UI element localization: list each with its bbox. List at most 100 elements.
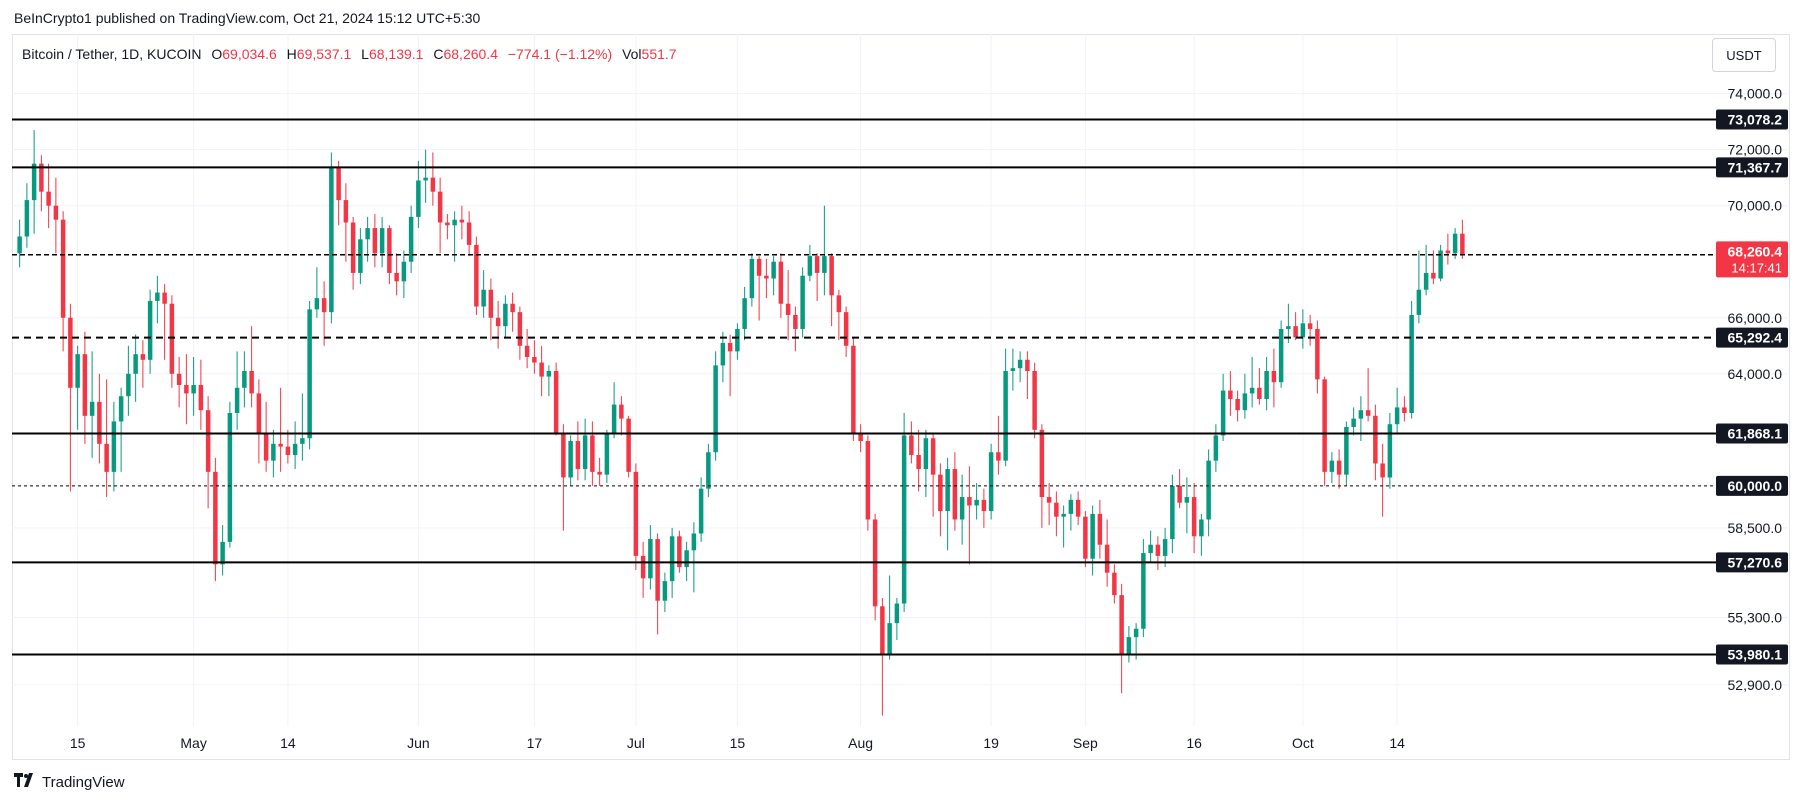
candle — [430, 152, 436, 206]
candle-body — [220, 541, 225, 565]
level-label-text: 73,078.2 — [1728, 111, 1783, 127]
candle — [46, 163, 51, 229]
candle — [39, 155, 44, 212]
candle-body — [597, 471, 602, 475]
candle — [488, 278, 494, 341]
candle-body — [575, 441, 581, 470]
candle-body — [1061, 513, 1066, 517]
candle — [1271, 348, 1277, 408]
candle-body — [981, 499, 987, 512]
candle-body — [401, 261, 407, 282]
candle-body — [1271, 370, 1277, 383]
candle-body — [256, 393, 262, 433]
candle — [220, 525, 225, 576]
level-label-bg — [1716, 552, 1788, 573]
candle — [872, 513, 878, 621]
candle-body — [1177, 485, 1182, 503]
y-tick-label: 55,300.0 — [1728, 610, 1783, 626]
candle-body — [466, 222, 472, 245]
candle-body — [75, 354, 80, 388]
candle-body — [1090, 513, 1095, 559]
last-price-label: 68,260.4 — [1728, 243, 1783, 259]
candle — [648, 525, 653, 590]
candle — [249, 326, 254, 408]
level-label-text: 57,270.6 — [1728, 554, 1783, 570]
candle — [553, 362, 559, 436]
candle-body — [1191, 497, 1197, 537]
candle — [147, 289, 153, 374]
tradingview-logo[interactable]: TradingView — [14, 773, 125, 792]
level-label-bg — [1716, 423, 1788, 444]
candle-body — [988, 452, 994, 512]
candle-body — [865, 441, 871, 520]
candle-body — [1170, 485, 1175, 540]
level-label-text: 53,980.1 — [1728, 647, 1783, 663]
candle-body — [89, 401, 95, 416]
candle-body — [706, 452, 711, 489]
candle-body — [191, 384, 196, 394]
candle-body — [1278, 328, 1284, 383]
candle — [1148, 530, 1153, 562]
candle-body — [118, 396, 124, 422]
candle — [336, 160, 341, 226]
x-tick-label: 14 — [1389, 735, 1405, 751]
y-tick-label: 52,900.0 — [1728, 677, 1783, 693]
candle-body — [901, 435, 907, 604]
candle — [793, 306, 798, 352]
candle-body — [242, 370, 247, 388]
candle — [1010, 348, 1016, 391]
candle — [996, 415, 1001, 475]
candle-body — [800, 275, 805, 329]
candle-body — [568, 441, 573, 478]
candle — [198, 359, 204, 430]
candle — [1387, 413, 1393, 489]
candle — [923, 429, 929, 498]
candle-body — [1235, 399, 1240, 411]
x-tick-label: Aug — [848, 735, 873, 751]
candle — [771, 256, 776, 296]
high-label: H — [286, 46, 297, 62]
candle — [379, 216, 385, 268]
candle — [713, 351, 718, 461]
candle-body — [300, 438, 305, 444]
candle — [662, 572, 668, 612]
candle — [1054, 491, 1059, 537]
currency-button[interactable]: USDT — [1712, 38, 1776, 72]
y-tick-label: 74,000.0 — [1728, 86, 1783, 102]
y-tick-label: 70,000.0 — [1728, 198, 1783, 214]
candle — [691, 522, 697, 593]
candle — [1097, 499, 1103, 559]
candle-body — [785, 303, 791, 315]
candle-body — [1329, 460, 1335, 472]
candle — [1177, 469, 1182, 509]
candle-body — [104, 443, 109, 472]
candle — [1380, 443, 1385, 517]
candle-body — [249, 370, 254, 394]
candle-body — [1017, 359, 1023, 369]
candle-body — [996, 452, 1001, 461]
candle — [1293, 312, 1298, 341]
candle-body — [604, 432, 610, 475]
candle-body — [336, 166, 341, 201]
ohlc-legend: Bitcoin / Tether, 1D, KUCOIN O69,034.6 H… — [22, 46, 677, 62]
candle — [1286, 303, 1291, 343]
candle — [945, 457, 950, 551]
x-tick-label: 16 — [1186, 735, 1202, 751]
candle — [445, 214, 450, 240]
candle-body — [1242, 393, 1248, 411]
price-levels — [12, 118, 1716, 656]
candle — [329, 152, 334, 324]
candle — [800, 267, 805, 338]
candle-body — [24, 200, 30, 237]
candle — [1213, 424, 1219, 472]
candle-body — [1293, 326, 1298, 338]
candle — [1394, 387, 1400, 433]
candle-body — [372, 228, 378, 254]
candle — [778, 253, 784, 318]
level-label-text: 65,292.4 — [1728, 330, 1783, 346]
candle-body — [858, 432, 863, 442]
open-label: O — [211, 46, 223, 62]
candle-body — [314, 298, 320, 310]
candle-body — [147, 300, 153, 360]
